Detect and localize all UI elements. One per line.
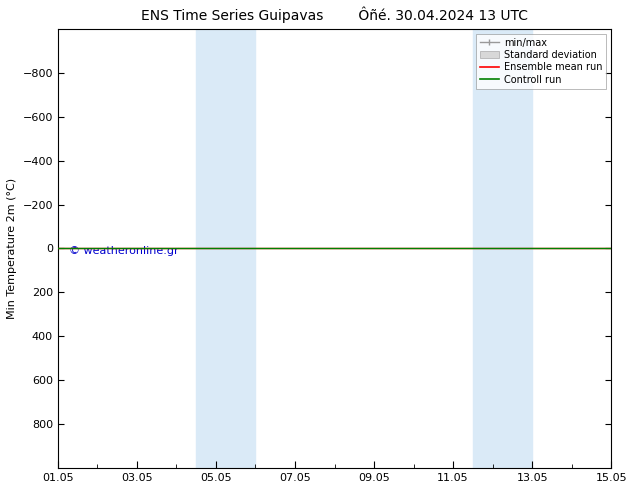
Text: © weatheronline.gr: © weatheronline.gr	[69, 246, 179, 256]
Y-axis label: Min Temperature 2m (°C): Min Temperature 2m (°C)	[7, 178, 17, 319]
Title: ENS Time Series Guipavas        Ôñé. 30.04.2024 13 UTC: ENS Time Series Guipavas Ôñé. 30.04.2024…	[141, 7, 528, 24]
Bar	[196, 29, 256, 468]
Bar	[473, 29, 532, 468]
Legend: min/max, Standard deviation, Ensemble mean run, Controll run: min/max, Standard deviation, Ensemble me…	[476, 34, 606, 89]
